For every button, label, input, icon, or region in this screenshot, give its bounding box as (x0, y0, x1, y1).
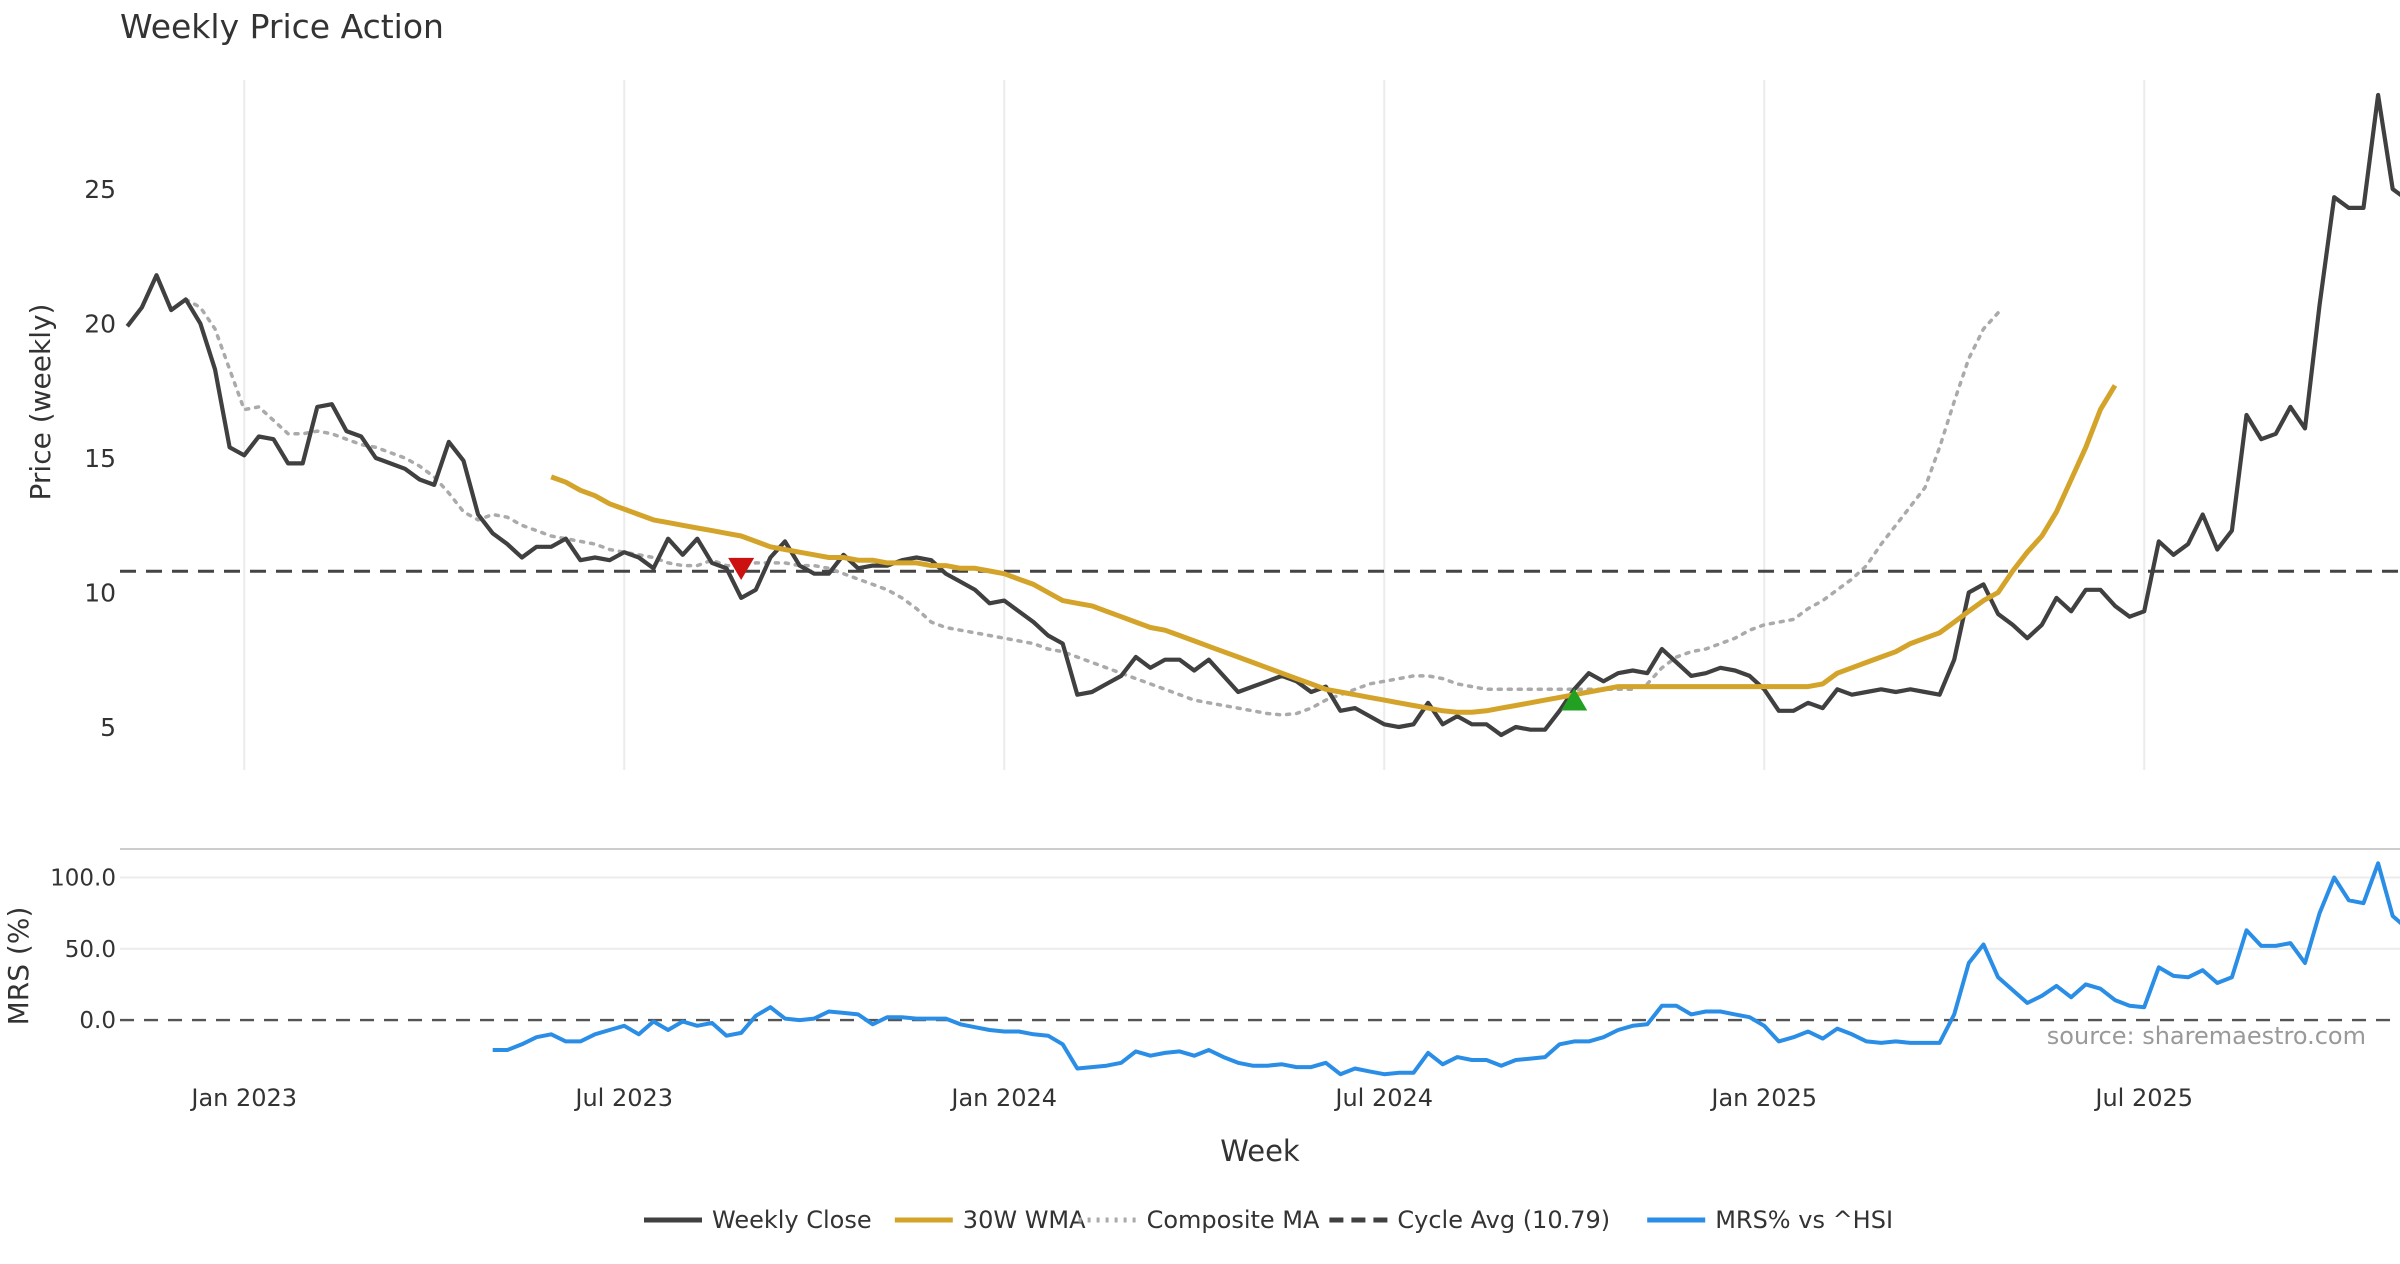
x-tick-label: Jul 2023 (573, 1084, 673, 1112)
x-axis-label: Week (1220, 1134, 1300, 1168)
price-y-tick-label: 15 (84, 444, 116, 473)
series-30w-wma (550, 384, 2118, 715)
mrs-y-axis-label: MRS (%) (2, 907, 35, 1026)
price-y-tick-label: 25 (84, 175, 116, 204)
price-y-tick-label: 10 (84, 579, 116, 608)
series-composite-ma (184, 297, 2000, 717)
x-tick-label: Jul 2024 (1333, 1084, 1433, 1112)
legend-label: Composite MA (1147, 1206, 1320, 1234)
signal-markers (728, 557, 1588, 711)
price-series-layer (120, 92, 2400, 738)
source-note: source: sharemaestro.com (2047, 1022, 2366, 1050)
mrs-series-layer (492, 861, 2400, 1077)
price-y-axis-label: Price (weekly) (24, 304, 57, 501)
mrs-y-tick-label: 50.0 (65, 937, 116, 963)
x-tick-label: Jan 2025 (1709, 1084, 1817, 1112)
legend-label: Weekly Close (712, 1206, 872, 1234)
legend-item-mrs-vs-hsi: MRS% vs ^HSI (1647, 1206, 1893, 1234)
legend-label: Cycle Avg (10.79) (1397, 1206, 1610, 1234)
series-mrs-vs-hsi (492, 861, 2400, 1077)
mrs-gridlines (120, 876, 2400, 1022)
mrs-y-ticks: 0.0 50.0 100.0 (50, 866, 116, 1035)
legend-label: 30W WMA (963, 1206, 1086, 1234)
x-axis-ticks: Jan 2023 Jul 2023 Jan 2024 Jul 2024 Jan 2025… (189, 1084, 2193, 1112)
mrs-y-tick-label: 100.0 (50, 866, 116, 892)
buy-signal-marker (1561, 688, 1588, 711)
series-weekly-close (125, 92, 2400, 738)
x-tick-label: Jan 2024 (949, 1084, 1057, 1112)
legend-item-weekly-close: Weekly Close (644, 1206, 872, 1234)
mrs-y-tick-label: 0.0 (79, 1008, 116, 1034)
price-y-tick-label: 20 (84, 310, 116, 339)
chart-legend: Weekly Close 30W WMA Composite MA Cycle Avg… (644, 1206, 1893, 1234)
legend-item-30w-wma: 30W WMA (894, 1206, 1086, 1234)
price-gridlines (243, 80, 2146, 770)
price-y-ticks: 5 10 15 20 25 (84, 175, 116, 742)
legend-item-cycle-avg-10-79: Cycle Avg (10.79) (1329, 1206, 1610, 1234)
legend-item-composite-ma: Composite MA (1078, 1206, 1320, 1234)
chart-title: Weekly Price Action (120, 7, 444, 46)
sell-signal-marker (728, 557, 755, 580)
legend-label: MRS% vs ^HSI (1715, 1206, 1893, 1234)
x-tick-label: Jul 2025 (2093, 1084, 2193, 1112)
price-y-tick-label: 5 (100, 713, 116, 742)
x-tick-label: Jan 2023 (189, 1084, 297, 1112)
